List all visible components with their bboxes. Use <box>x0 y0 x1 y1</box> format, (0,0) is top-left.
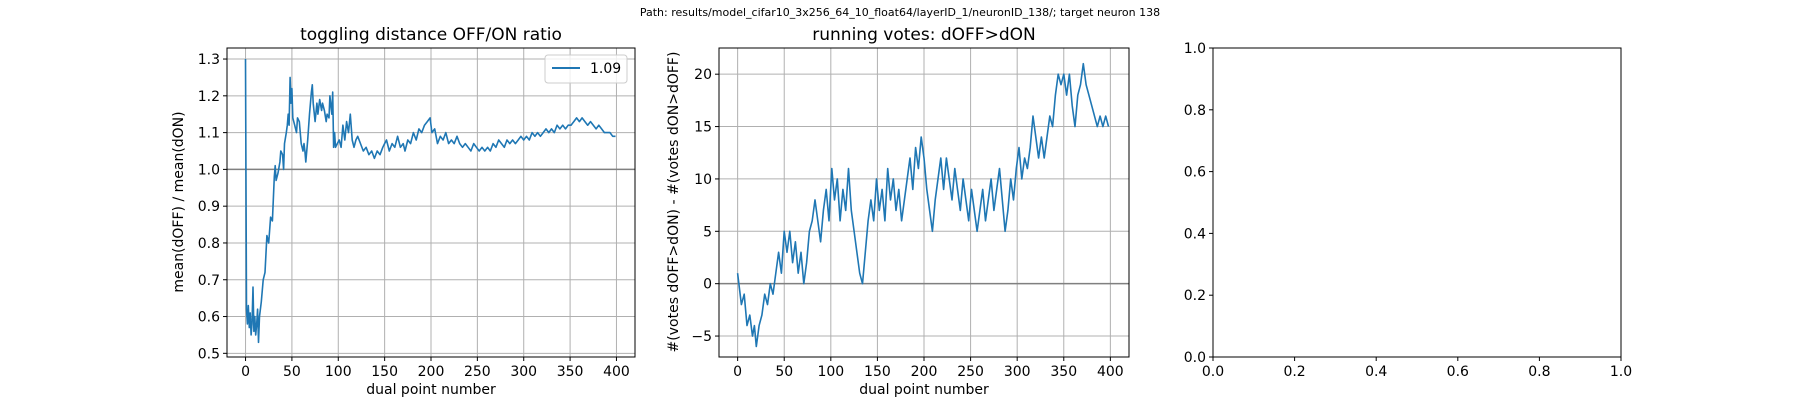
chart-empty-axes: 0.0 0.2 0.4 0.6 0.8 1.0 0.0 0.2 0.4 0.6 0.8 1.0 <box>1184 41 1632 380</box>
x-tick-label: 0 <box>241 364 250 380</box>
x-tick-label: 150 <box>864 364 891 380</box>
series-line <box>738 64 1109 347</box>
chart-running-votes: running votes: dOFF>dON dual point numbe… <box>666 25 1129 398</box>
y-tick-label: 20 <box>694 67 712 83</box>
y-tick-label: 0.7 <box>198 273 220 289</box>
x-tick-label: 300 <box>1004 364 1031 380</box>
chart-title: running votes: dOFF>dON <box>812 25 1035 45</box>
y-tick-label: 1.0 <box>198 162 220 178</box>
y-tick-label: 0.5 <box>198 346 220 362</box>
y-tick-label: 0.8 <box>1184 103 1206 119</box>
y-axis-label: #(votes dOFF>dON) - #(votes dON>dOFF) <box>666 52 682 353</box>
y-tick-label: 1.1 <box>198 126 220 142</box>
x-tick-label: 300 <box>510 364 537 380</box>
x-tick-label: 1.0 <box>1610 364 1632 380</box>
y-tick-label: 0.4 <box>1184 226 1206 242</box>
x-axis-label: dual point number <box>859 382 989 398</box>
x-tick-label: 0.8 <box>1528 364 1550 380</box>
y-tick-label: 1.3 <box>198 52 220 68</box>
x-tick-label: 50 <box>283 364 301 380</box>
x-tick-label: 200 <box>911 364 938 380</box>
x-tick-label: 350 <box>1050 364 1077 380</box>
figure-suptitle: Path: results/model_cifar10_3x256_64_10_… <box>640 6 1160 19</box>
plot-area: 0 50 100 150 200 250 300 350 400 0.5 0.6 0.7 0.8 0.9 1… <box>198 48 635 380</box>
y-tick-label: 1.0 <box>1184 41 1206 57</box>
legend-label: 1.09 <box>590 61 621 77</box>
x-tick-label: 250 <box>464 364 491 380</box>
plot-area: 0 50 100 150 200 250 300 350 400 −5 0 5 10 15 20 <box>691 48 1129 380</box>
x-tick-label: 0.0 <box>1202 364 1224 380</box>
y-axis-label: mean(dOFF) / mean(dON) <box>171 111 187 292</box>
x-tick-label: 150 <box>371 364 398 380</box>
x-axis-label: dual point number <box>366 382 496 398</box>
y-tick-label: 0.0 <box>1184 350 1206 366</box>
x-tick-label: 400 <box>1097 364 1124 380</box>
y-tick-label: 0.6 <box>1184 165 1206 181</box>
x-tick-label: 0 <box>733 364 742 380</box>
x-tick-label: 50 <box>775 364 793 380</box>
y-tick-label: 15 <box>694 120 712 136</box>
x-tick-label: 0.6 <box>1447 364 1469 380</box>
plot-area: 0.0 0.2 0.4 0.6 0.8 1.0 0.0 0.2 0.4 0.6 0.8 1.0 <box>1184 41 1632 380</box>
y-tick-label: 0.2 <box>1184 288 1206 304</box>
x-tick-label: 100 <box>817 364 844 380</box>
x-tick-label: 250 <box>957 364 984 380</box>
y-tick-label: 1.2 <box>198 89 220 105</box>
legend: 1.09 <box>545 55 627 83</box>
x-tick-label: 200 <box>418 364 445 380</box>
x-tick-label: 0.2 <box>1283 364 1305 380</box>
y-tick-label: 0 <box>703 277 712 293</box>
y-tick-label: 0.6 <box>198 310 220 326</box>
x-tick-label: 0.4 <box>1365 364 1387 380</box>
x-tick-label: 100 <box>325 364 352 380</box>
x-tick-label: 350 <box>557 364 584 380</box>
x-tick-label: 400 <box>603 364 630 380</box>
axes-frame <box>1213 48 1621 357</box>
chart-title: toggling distance OFF/ON ratio <box>300 25 562 45</box>
y-tick-label: −5 <box>691 329 712 345</box>
chart-toggling-distance-ratio: toggling distance OFF/ON ratio dual poin… <box>171 25 635 398</box>
y-tick-label: 10 <box>694 172 712 188</box>
y-tick-label: 0.8 <box>198 236 220 252</box>
y-tick-label: 5 <box>703 224 712 240</box>
y-tick-label: 0.9 <box>198 199 220 215</box>
